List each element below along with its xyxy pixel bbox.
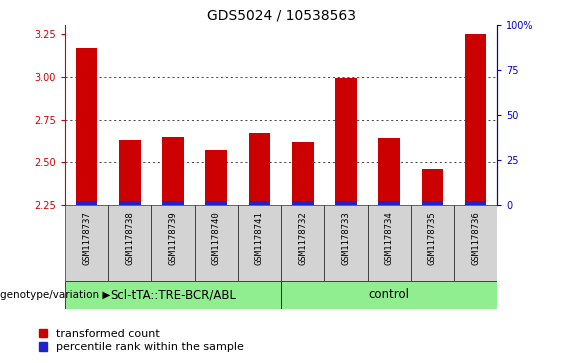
Bar — [119, 201, 141, 205]
Text: GSM1178732: GSM1178732 — [298, 211, 307, 265]
Bar — [65, 281, 281, 309]
Bar — [162, 136, 184, 205]
Bar — [454, 205, 497, 281]
Text: Scl-tTA::TRE-BCR/ABL: Scl-tTA::TRE-BCR/ABL — [110, 289, 236, 301]
Bar — [108, 205, 151, 281]
Bar — [292, 142, 314, 205]
Text: GSM1178738: GSM1178738 — [125, 211, 134, 265]
Text: GSM1178740: GSM1178740 — [212, 211, 221, 265]
Bar — [281, 281, 497, 309]
Bar — [465, 201, 486, 205]
Bar — [76, 201, 97, 205]
Text: GSM1178736: GSM1178736 — [471, 211, 480, 265]
Bar — [162, 201, 184, 205]
Bar — [335, 201, 357, 205]
Bar — [249, 133, 270, 205]
Bar — [465, 34, 486, 205]
Text: GSM1178733: GSM1178733 — [341, 211, 350, 265]
Bar — [335, 78, 357, 205]
Text: control: control — [368, 289, 410, 301]
Bar — [379, 138, 400, 205]
Bar — [411, 205, 454, 281]
Text: GSM1178739: GSM1178739 — [168, 211, 177, 265]
Bar — [194, 205, 238, 281]
Text: genotype/variation ▶: genotype/variation ▶ — [0, 290, 110, 300]
Bar — [238, 205, 281, 281]
Bar — [379, 201, 400, 205]
Bar — [249, 201, 270, 205]
Bar — [119, 140, 141, 205]
Text: GSM1178735: GSM1178735 — [428, 211, 437, 265]
Bar — [421, 201, 443, 205]
Bar — [292, 201, 314, 205]
Bar — [367, 205, 411, 281]
Bar — [65, 205, 108, 281]
Bar — [421, 169, 443, 205]
Bar — [76, 48, 97, 205]
Bar — [206, 150, 227, 205]
Bar — [281, 205, 324, 281]
Title: GDS5024 / 10538563: GDS5024 / 10538563 — [207, 9, 355, 23]
Legend: transformed count, percentile rank within the sample: transformed count, percentile rank withi… — [40, 329, 244, 352]
Text: GSM1178734: GSM1178734 — [385, 211, 394, 265]
Text: GSM1178737: GSM1178737 — [82, 211, 91, 265]
Bar — [324, 205, 368, 281]
Bar — [151, 205, 194, 281]
Text: GSM1178741: GSM1178741 — [255, 211, 264, 265]
Bar — [206, 201, 227, 205]
